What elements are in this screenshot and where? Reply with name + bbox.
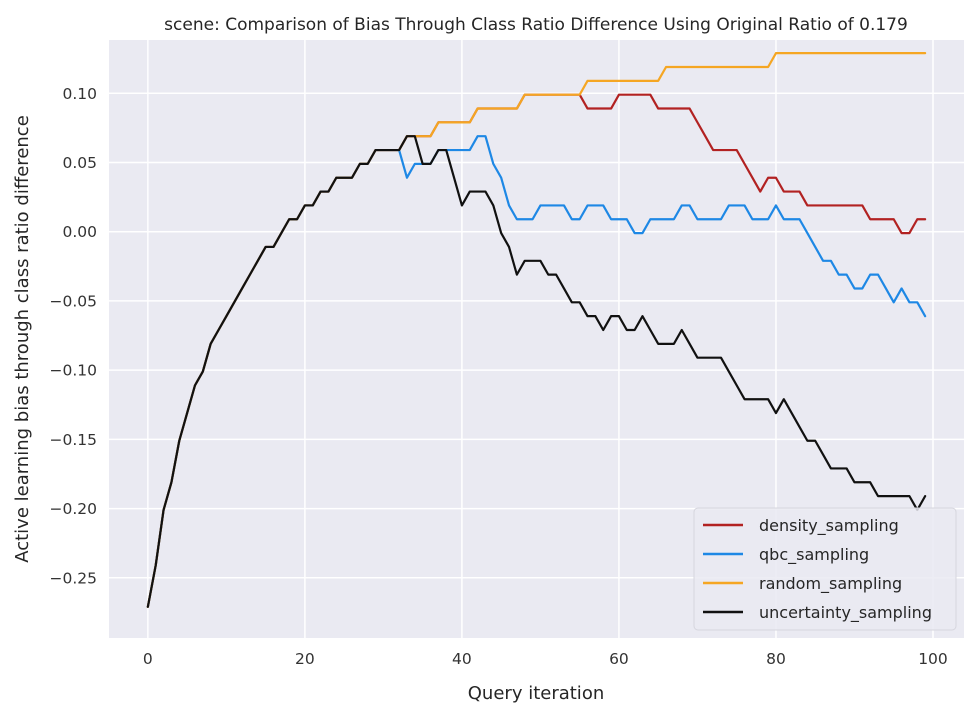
x-tick-label: 0 — [143, 650, 153, 668]
y-tick-label: 0.00 — [62, 223, 97, 241]
legend-label-random-sampling: random_sampling — [759, 574, 902, 594]
legend-label-uncertainty-sampling: uncertainty_sampling — [759, 603, 932, 623]
legend-box — [693, 507, 957, 631]
legend: density_sampling qbc_sampling random_sampl… — [693, 507, 957, 631]
x-tick-label: 60 — [609, 650, 629, 668]
x-tick-label: 20 — [295, 650, 315, 668]
chart-title: scene: Comparison of Bias Through Class … — [164, 15, 908, 35]
x-tick-label: 100 — [918, 650, 948, 668]
y-axis-label: Active learning bias through class ratio… — [12, 115, 33, 563]
x-tick-labels: 0 20 40 60 80 100 — [143, 650, 948, 668]
y-tick-labels: −0.25 −0.20 −0.15 −0.10 −0.05 0.00 0.05 0.10 — [50, 85, 98, 587]
x-tick-label: 40 — [452, 650, 472, 668]
y-tick-label: −0.15 — [50, 431, 98, 449]
x-tick-label: 80 — [766, 650, 786, 668]
grid — [109, 40, 964, 638]
y-tick-label: −0.25 — [50, 569, 98, 587]
y-tick-label: −0.10 — [50, 362, 98, 380]
y-tick-label: 0.10 — [62, 85, 97, 103]
series-line-uncertainty-sampling — [146, 135, 927, 608]
legend-label-qbc-sampling: qbc_sampling — [759, 545, 869, 565]
y-tick-label: −0.20 — [50, 500, 98, 518]
series-lines — [146, 52, 927, 608]
y-tick-label: −0.05 — [50, 292, 98, 310]
y-tick-label: 0.05 — [62, 154, 97, 172]
legend-label-density-sampling: density_sampling — [759, 516, 899, 536]
x-axis-label: Query iteration — [468, 683, 604, 704]
